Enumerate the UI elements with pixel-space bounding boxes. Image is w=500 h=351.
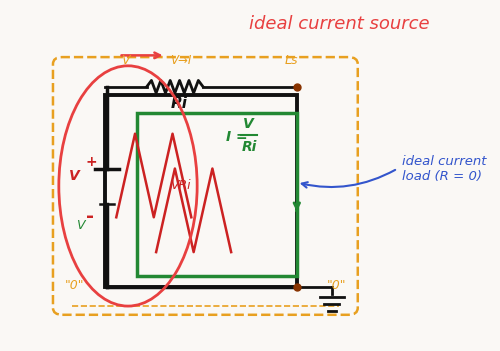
Text: V: V xyxy=(76,219,85,232)
Text: "0": "0" xyxy=(64,279,84,292)
Text: V: V xyxy=(121,54,130,67)
Text: Ri: Ri xyxy=(242,140,257,154)
Text: ideal current source: ideal current source xyxy=(248,15,430,33)
Text: "0": "0" xyxy=(328,279,347,292)
Text: V: V xyxy=(70,169,80,183)
Text: Ri: Ri xyxy=(170,95,187,111)
Text: ideal current
load (R = 0): ideal current load (R = 0) xyxy=(402,154,487,183)
Text: Ls: Ls xyxy=(285,54,298,67)
Text: +: + xyxy=(86,155,98,169)
Text: -: - xyxy=(86,207,94,226)
Text: VRi: VRi xyxy=(170,179,191,192)
Text: I =: I = xyxy=(226,130,253,144)
Text: V: V xyxy=(243,118,254,132)
Text: V→I: V→I xyxy=(170,54,192,67)
